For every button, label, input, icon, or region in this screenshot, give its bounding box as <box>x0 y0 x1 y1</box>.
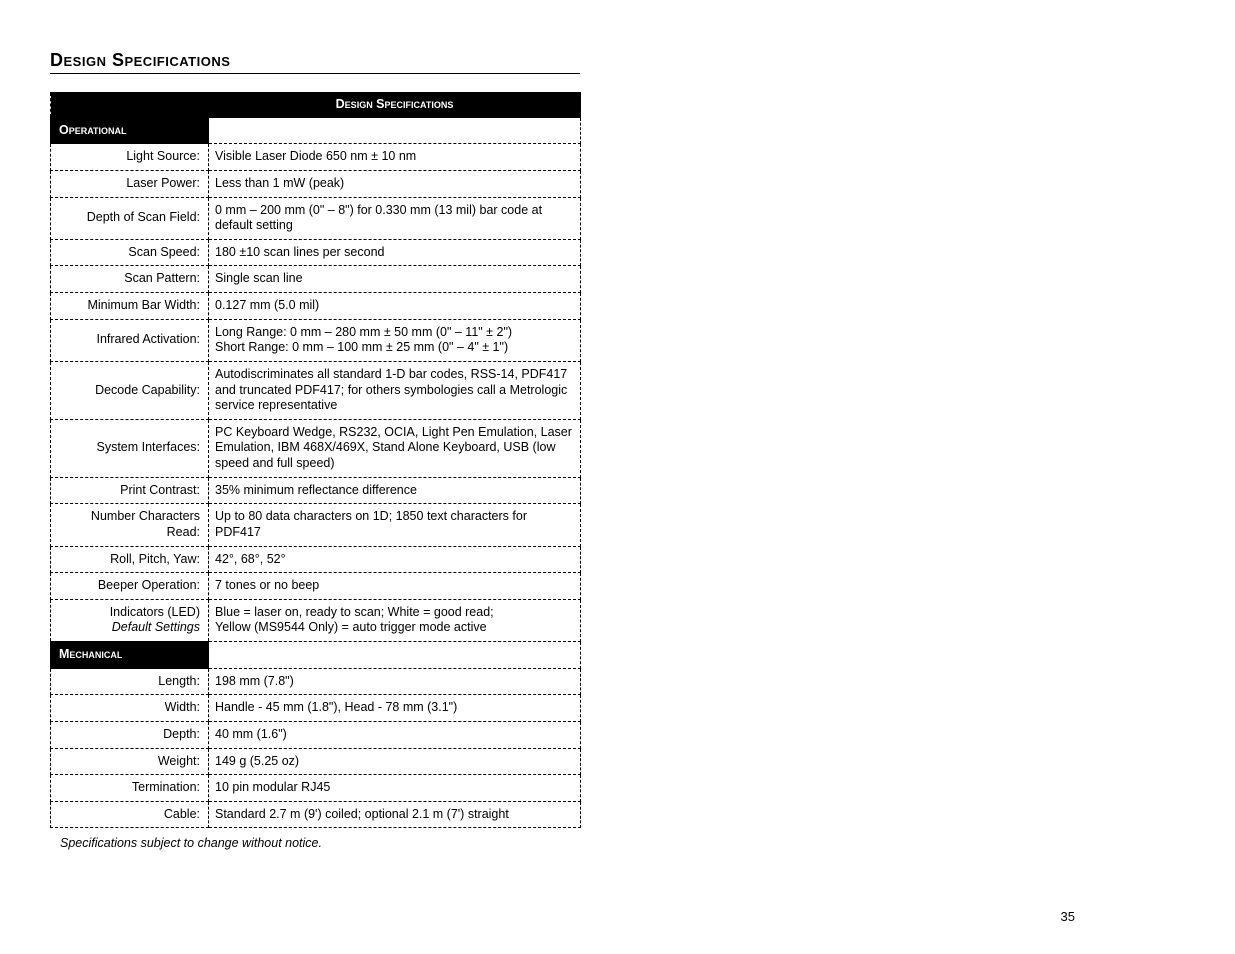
spec-label: Indicators (LED)Default Settings <box>51 599 209 641</box>
spec-value: 180 ±10 scan lines per second <box>209 239 581 266</box>
spec-value: 42°, 68°, 52° <box>209 546 581 573</box>
page-number: 35 <box>1061 909 1075 924</box>
table-row: Decode Capability:Autodiscriminates all … <box>51 361 581 419</box>
table-section-label: Mechanical <box>51 642 209 669</box>
spec-value: Autodiscriminates all standard 1-D bar c… <box>209 361 581 419</box>
spec-label: Beeper Operation: <box>51 573 209 600</box>
footnote: Specifications subject to change without… <box>60 836 580 850</box>
table-row: System Interfaces:PC Keyboard Wedge, RS2… <box>51 419 581 477</box>
spec-value: PC Keyboard Wedge, RS232, OCIA, Light Pe… <box>209 419 581 477</box>
table-row: Depth:40 mm (1.6") <box>51 721 581 748</box>
table-header-row: Design Specifications <box>51 93 581 118</box>
spec-label: System Interfaces: <box>51 419 209 477</box>
table-section-row: Mechanical <box>51 642 581 669</box>
spec-value: Up to 80 data characters on 1D; 1850 tex… <box>209 504 581 546</box>
spec-table-body: Design SpecificationsOperationalLight So… <box>51 93 581 828</box>
spec-label: Roll, Pitch, Yaw: <box>51 546 209 573</box>
page: Design Specifications Design Specificati… <box>0 0 1235 954</box>
table-row: Infrared Activation:Long Range: 0 mm – 2… <box>51 319 581 361</box>
spec-label: Infrared Activation: <box>51 319 209 361</box>
spec-label: Number Characters Read: <box>51 504 209 546</box>
table-row: Roll, Pitch, Yaw:42°, 68°, 52° <box>51 546 581 573</box>
table-row: Print Contrast:35% minimum reflectance d… <box>51 477 581 504</box>
spec-value: 198 mm (7.8") <box>209 668 581 695</box>
table-row: Depth of Scan Field:0 mm – 200 mm (0" – … <box>51 197 581 239</box>
spec-label: Depth: <box>51 721 209 748</box>
table-row: Cable:Standard 2.7 m (9') coiled; option… <box>51 801 581 828</box>
spec-value: 40 mm (1.6") <box>209 721 581 748</box>
spec-label: Scan Speed: <box>51 239 209 266</box>
table-row: Termination:10 pin modular RJ45 <box>51 775 581 802</box>
spec-label: Length: <box>51 668 209 695</box>
spec-value: 7 tones or no beep <box>209 573 581 600</box>
spec-value: Blue = laser on, ready to scan; White = … <box>209 599 581 641</box>
spec-value: 10 pin modular RJ45 <box>209 775 581 802</box>
table-row: Scan Speed:180 ±10 scan lines per second <box>51 239 581 266</box>
table-row: Laser Power:Less than 1 mW (peak) <box>51 170 581 197</box>
spec-label: Depth of Scan Field: <box>51 197 209 239</box>
spec-value: 0.127 mm (5.0 mil) <box>209 293 581 320</box>
table-section-empty <box>209 117 581 144</box>
spec-value: Long Range: 0 mm – 280 mm ± 50 mm (0" – … <box>209 319 581 361</box>
spec-label: Weight: <box>51 748 209 775</box>
page-title: Design Specifications <box>50 50 580 74</box>
spec-value: Single scan line <box>209 266 581 293</box>
spec-label: Width: <box>51 695 209 722</box>
spec-label: Print Contrast: <box>51 477 209 504</box>
spec-label: Minimum Bar Width: <box>51 293 209 320</box>
spec-table: Design SpecificationsOperationalLight So… <box>50 92 581 828</box>
spec-label: Termination: <box>51 775 209 802</box>
table-row: Length:198 mm (7.8") <box>51 668 581 695</box>
spec-label: Light Source: <box>51 144 209 171</box>
table-row: Minimum Bar Width:0.127 mm (5.0 mil) <box>51 293 581 320</box>
table-row: Width:Handle - 45 mm (1.8"), Head - 78 m… <box>51 695 581 722</box>
spec-label: Scan Pattern: <box>51 266 209 293</box>
table-section-row: Operational <box>51 117 581 144</box>
spec-label: Cable: <box>51 801 209 828</box>
spec-label: Decode Capability: <box>51 361 209 419</box>
table-row: Weight:149 g (5.25 oz) <box>51 748 581 775</box>
table-row: Light Source:Visible Laser Diode 650 nm … <box>51 144 581 171</box>
spec-value: Visible Laser Diode 650 nm ± 10 nm <box>209 144 581 171</box>
table-section-label: Operational <box>51 117 209 144</box>
table-row: Number Characters Read:Up to 80 data cha… <box>51 504 581 546</box>
spec-label: Laser Power: <box>51 170 209 197</box>
table-row: Indicators (LED)Default SettingsBlue = l… <box>51 599 581 641</box>
spec-value: 35% minimum reflectance difference <box>209 477 581 504</box>
table-row: Scan Pattern:Single scan line <box>51 266 581 293</box>
spec-value: Handle - 45 mm (1.8"), Head - 78 mm (3.1… <box>209 695 581 722</box>
table-header-title: Design Specifications <box>209 93 581 118</box>
table-row: Beeper Operation:7 tones or no beep <box>51 573 581 600</box>
spec-value: 149 g (5.25 oz) <box>209 748 581 775</box>
spec-value: Less than 1 mW (peak) <box>209 170 581 197</box>
table-section-empty <box>209 642 581 669</box>
spec-value: 0 mm – 200 mm (0" – 8") for 0.330 mm (13… <box>209 197 581 239</box>
table-header-blank <box>51 93 209 118</box>
spec-value: Standard 2.7 m (9') coiled; optional 2.1… <box>209 801 581 828</box>
